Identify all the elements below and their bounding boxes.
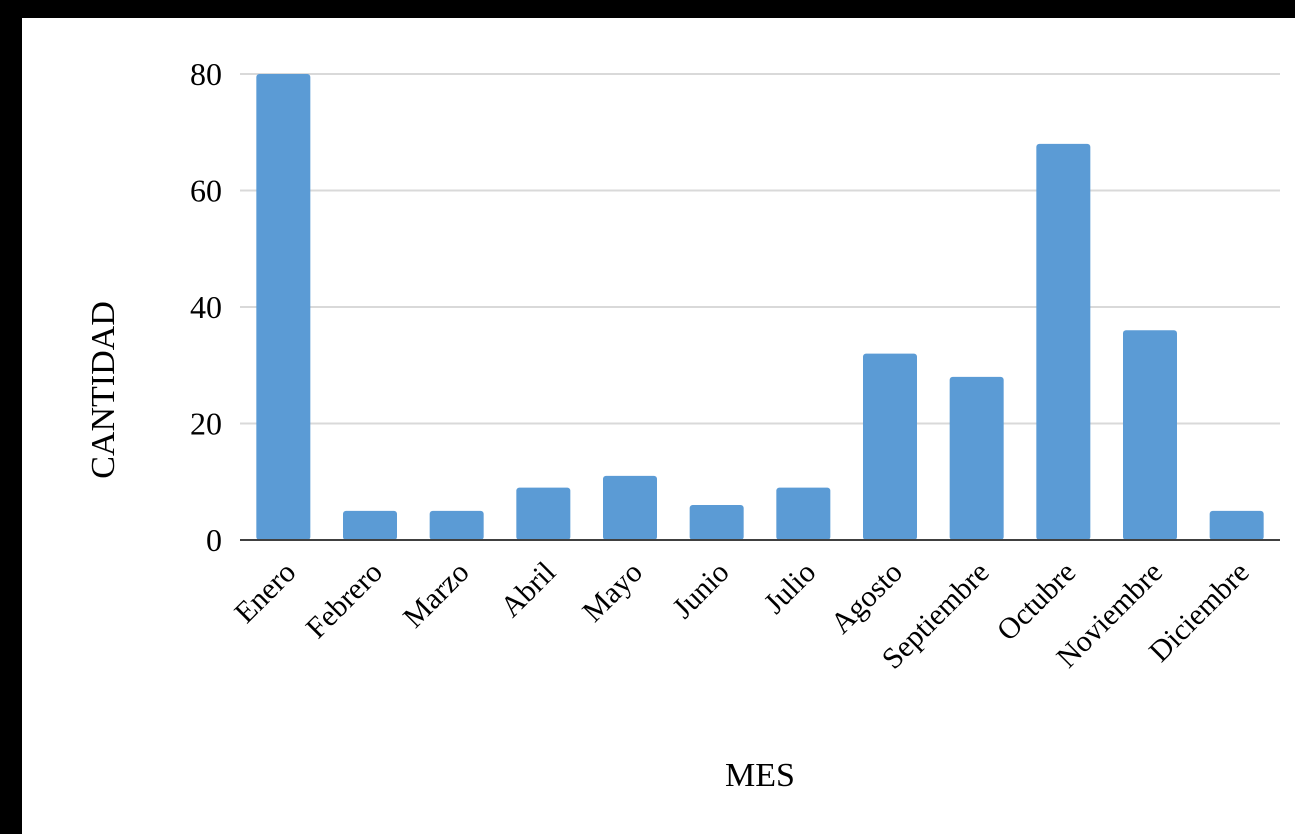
x-tick-label: Agosto — [824, 556, 909, 641]
y-axis-title: CANTIDAD — [85, 301, 122, 479]
bar-noviembre — [1123, 330, 1177, 540]
x-tick-label: Abril — [494, 556, 562, 624]
bars — [256, 74, 1264, 540]
x-tick-label: Julio — [758, 556, 823, 621]
x-axis-title: MES — [725, 757, 795, 794]
y-tick-label: 40 — [190, 289, 222, 325]
bar-junio — [689, 505, 744, 540]
bar-febrero — [343, 510, 397, 540]
y-tick-label: 20 — [190, 406, 222, 442]
bar-marzo — [429, 510, 484, 540]
x-tick-label: Mayo — [576, 556, 649, 629]
x-tick-label: Marzo — [397, 556, 476, 635]
bar-mayo — [603, 475, 657, 540]
x-tick-label: Junio — [666, 556, 735, 625]
bar-septiembre — [949, 376, 1004, 540]
x-tick-label: Febrero — [300, 556, 389, 645]
y-tick-label: 0 — [206, 522, 222, 558]
bar-enero — [256, 74, 311, 540]
bar-julio — [776, 487, 831, 540]
gridlines — [240, 73, 1280, 425]
bar-agosto — [863, 353, 917, 540]
bar-octubre — [1036, 143, 1091, 540]
y-tick-labels: 0 20 40 60 80 — [190, 56, 222, 558]
bar-diciembre — [1209, 510, 1264, 540]
y-tick-label: 80 — [190, 56, 222, 92]
chart-frame: 0 20 40 60 80 Enero Febrero Marzo Abril Mayo Juni… — [22, 18, 1295, 834]
bar-abril — [516, 487, 571, 540]
x-tick-label: Enero — [228, 556, 302, 630]
y-tick-label: 60 — [190, 173, 222, 209]
